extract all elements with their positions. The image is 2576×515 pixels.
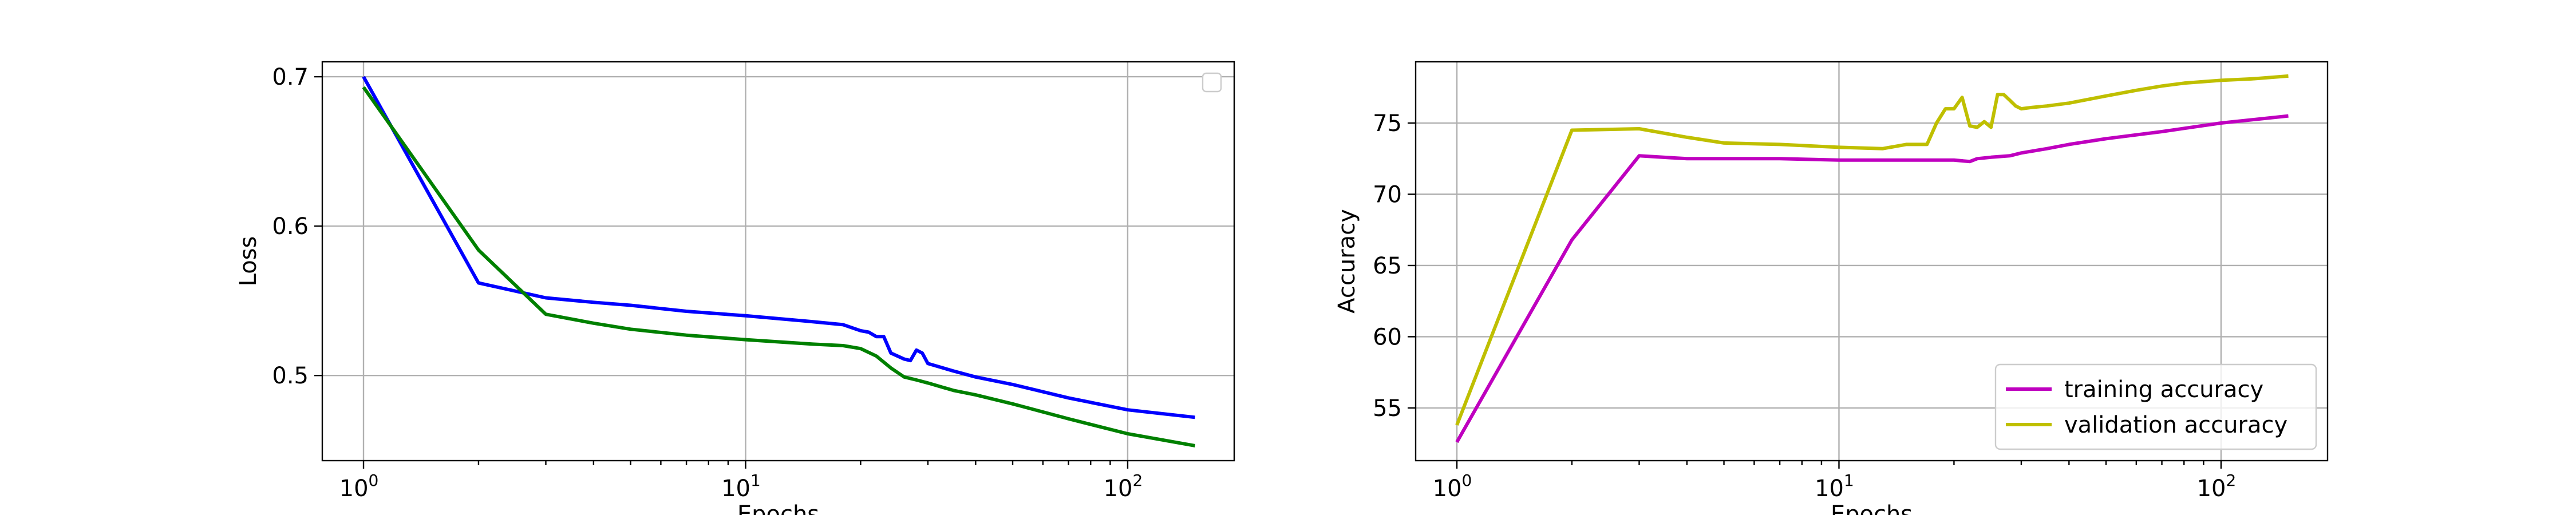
x-tick-label: 101: [721, 471, 761, 502]
y-tick-label: 75: [1373, 110, 1402, 137]
series-line-2: [362, 86, 1196, 447]
y-tick-label: 0.6: [272, 213, 309, 240]
y-tick-label: 60: [1373, 324, 1402, 350]
x-axis-label: Epochs: [737, 501, 819, 515]
x-axis-label: Epochs: [1831, 501, 1913, 515]
series-line-1: [362, 76, 1195, 419]
y-axis-label: Loss: [235, 236, 262, 287]
y-tick-label: 65: [1373, 253, 1402, 279]
plot-frame: [1415, 61, 2329, 462]
x-tick-label: 100: [1433, 471, 1472, 502]
chart-panel-2: 100 101 102 55 60 65 70 75 Epochs Accuracy trainin…: [1334, 61, 2329, 515]
y-tick-label: 0.7: [272, 64, 309, 90]
series-line-2: [1455, 74, 2289, 426]
y-axis-label: Accuracy: [1334, 209, 1360, 314]
x-tick-label: 101: [1815, 471, 1854, 502]
y-tick-label: 55: [1373, 395, 1402, 422]
legend-box: [1994, 363, 2317, 450]
series-line-1: [1455, 114, 2289, 443]
legend-box: [1202, 72, 1222, 93]
legend-label: validation accuracy: [2064, 412, 2287, 438]
chart-panel-1: 100 101 102 0.5 0.6 0.7 Epochs Loss: [235, 61, 1235, 515]
y-tick-label: 70: [1373, 182, 1402, 208]
x-tick-label: 102: [2197, 471, 2237, 502]
plot-frame: [321, 61, 1235, 462]
x-tick-label: 102: [1104, 471, 1143, 502]
x-tick-label: 100: [339, 471, 379, 502]
legend-label: training accuracy: [2064, 377, 2263, 403]
y-tick-label: 0.5: [272, 363, 309, 389]
